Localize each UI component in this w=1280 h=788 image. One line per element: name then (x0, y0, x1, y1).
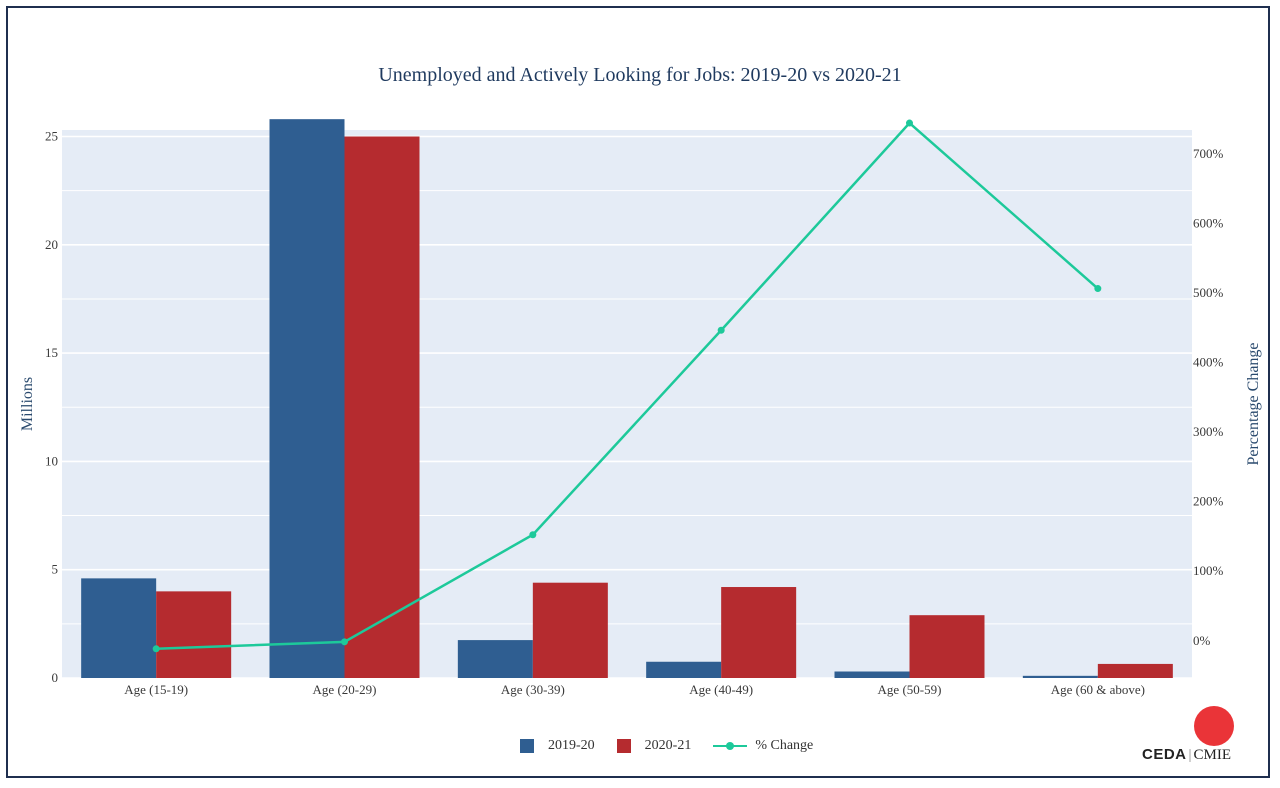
y-tick-labels: 0 5 10 15 20 25 (45, 128, 58, 685)
bar-2019-20-age-20-29[interactable] (269, 119, 345, 678)
bar-2020-21-age-30-39[interactable] (532, 582, 608, 678)
y2-tick-label: 400% (1193, 355, 1224, 370)
bar-2020-21-age-50-59[interactable] (909, 615, 985, 678)
y-tick-label: 0 (52, 670, 59, 685)
cmie-logo-text: CMIE (1193, 747, 1232, 763)
x-tick-label: Age (60 & above) (1051, 682, 1145, 697)
y-tick-label: 25 (45, 128, 58, 143)
bar-2020-21-age-20-29[interactable] (344, 136, 420, 678)
y2-tick-label: 100% (1193, 563, 1224, 578)
bar-2019-20-age-30-39[interactable] (457, 640, 533, 678)
bar-2019-20-age-50-59[interactable] (834, 671, 910, 678)
y2-tick-label: 200% (1193, 494, 1224, 509)
x-tick-labels: Age (15-19) Age (20-29) Age (30-39) Age (40… (124, 682, 1145, 697)
legend-label-2019-20: 2019-20 (548, 738, 595, 753)
bar-2020-21-age-40-49[interactable] (721, 587, 797, 678)
point-percent-change-age-50-59[interactable] (906, 119, 913, 127)
legend-item-2019-20[interactable]: 2019-20 (520, 738, 595, 754)
y2-tick-label: 700% (1193, 146, 1224, 161)
y-tick-label: 5 (52, 562, 59, 577)
point-percent-change-age-15-19[interactable] (152, 645, 160, 653)
legend-swatch-2020-21 (616, 739, 631, 753)
logo-separator: | (1188, 747, 1192, 763)
cmie-logo-dot-icon (1194, 706, 1234, 746)
legend: 2019-20 2020-21 % Change (520, 736, 835, 756)
line-change (156, 121, 1099, 651)
legend-label-percent-change: % Change (755, 738, 814, 753)
x-tick-label: Age (15-19) (124, 682, 188, 697)
x-tick-label: Age (20-29) (313, 682, 377, 697)
y2-tick-label: 300% (1193, 424, 1224, 439)
y-tick-label: 10 (45, 453, 58, 468)
bar-2019-20-age-60-above[interactable] (1022, 675, 1098, 678)
x-tick-label: Age (50-59) (878, 682, 942, 697)
point-percent-change-age-60-above[interactable] (1094, 285, 1102, 293)
y2-tick-label: 0% (1193, 633, 1211, 648)
point-percent-change-age-30-39[interactable] (529, 531, 537, 539)
x-tick-label: Age (40-49) (689, 682, 753, 697)
point-percent-change-age-20-29[interactable] (341, 638, 348, 646)
y-axis-title: Millions (19, 377, 36, 431)
legend-line-percent-change (713, 739, 748, 753)
bar-2020-21-age-60-above[interactable] (1097, 663, 1173, 678)
y2-tick-label: 600% (1193, 215, 1224, 230)
chart-title: Unemployed and Actively Looking for Jobs… (378, 64, 902, 86)
bars (81, 119, 1173, 678)
y-tick-label: 20 (45, 237, 58, 252)
ceda-cmie-logo: CEDA | CMIE (1142, 746, 1231, 764)
bar-2020-21-age-15-19[interactable] (156, 591, 232, 678)
y2-axis-title: Percentage Change (1245, 342, 1262, 465)
plot-background (62, 130, 1192, 678)
ceda-logo-text: CEDA (1142, 746, 1187, 763)
bar-2019-20-age-40-49[interactable] (646, 661, 722, 678)
legend-item-percent-change[interactable]: % Change (713, 738, 813, 754)
legend-label-2020-21: 2020-21 (644, 738, 692, 753)
point-percent-change-age-40-49[interactable] (717, 326, 725, 334)
x-tick-label: Age (30-39) (501, 682, 565, 697)
legend-item-2020-21[interactable]: 2020-21 (616, 738, 692, 754)
y2-tick-labels: 0% 100% 200% 300% 400% 500% 600% 700% (1193, 146, 1224, 648)
y-tick-label: 15 (45, 345, 58, 360)
gridlines (62, 135, 1192, 679)
percent-change-line (152, 119, 1102, 653)
bar-2019-20-age-15-19[interactable] (81, 578, 157, 678)
y2-tick-label: 500% (1193, 285, 1224, 300)
legend-swatch-2019-20 (520, 739, 534, 753)
